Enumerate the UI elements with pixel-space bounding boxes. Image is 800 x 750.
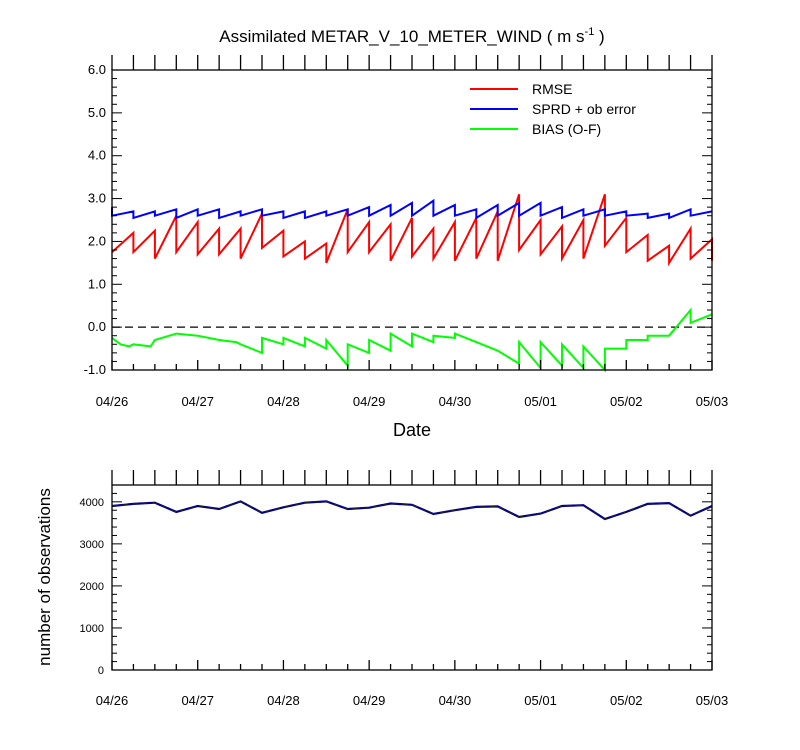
chart-title: Assimilated METAR_V_10_METER_WIND ( m s-…: [219, 26, 604, 46]
top-y-tick-labels: 6.0 5.0 4.0 3.0 2.0 1.0 0.0 -1.0: [84, 62, 106, 377]
top-plot-lines: [111, 193, 713, 373]
top-panel: 6.05.04.03.02.01.00.0-1.0 04/26 04/27 04/2…: [84, 55, 729, 440]
series-line-rmse: [111, 193, 713, 267]
y-tick-label: 6.0: [88, 62, 106, 77]
top-x-tick-labels: 04/26 04/27 04/28 04/29 04/30 05/01 05/02 05/03: [96, 394, 729, 409]
y-tick-label: 0.0: [88, 319, 106, 334]
chart-title-main: Assimilated METAR_V_10_METER_WIND ( m s: [219, 27, 584, 46]
chart-title-superscript: -1: [585, 26, 595, 38]
x-tick-label: 04/28: [267, 693, 300, 708]
x-tick-label: 05/02: [610, 693, 643, 708]
bottom-ticks: [111, 470, 713, 671]
x-tick-label: 04/29: [353, 693, 386, 708]
series-line-bias-o-f: [111, 307, 713, 373]
y-tick-label: 0: [98, 665, 104, 677]
bottom-x-tick-labels: 04/26 04/27 04/28 04/29 04/30 05/01 05/02 05/03: [96, 693, 729, 708]
x-tick-label: 05/03: [696, 693, 729, 708]
y-tick-label: 3.0: [88, 191, 106, 206]
y-tick-label: 1.0: [88, 276, 106, 291]
x-tick-label: 04/26: [96, 693, 129, 708]
x-tick-label: 05/01: [524, 693, 557, 708]
y-tick-label: 5.0: [88, 105, 106, 120]
observations-line: [111, 500, 713, 521]
x-tick-label: 04/27: [181, 693, 214, 708]
y-tick-label: 2.0: [88, 233, 106, 248]
bottom-y-tick-labels: 4000 3000 2000 1000 0: [80, 497, 104, 677]
legend-label: BIAS (O-F): [532, 121, 601, 137]
x-tick-label: 04/28: [267, 394, 300, 409]
y-tick-label: 2000: [80, 581, 104, 593]
bottom-plot-lines: [111, 500, 713, 521]
y-tick-label: -1.0: [84, 362, 106, 377]
series-line-sprd-ob-error: [111, 198, 713, 220]
x-tick-label: 04/30: [439, 693, 472, 708]
top-x-axis-label: Date: [393, 420, 431, 440]
top-ticks: [111, 55, 713, 371]
x-tick-label: 04/27: [181, 394, 214, 409]
legend-label: SPRD + ob error: [532, 101, 636, 117]
x-tick-label: 05/01: [524, 394, 557, 409]
x-tick-label: 04/26: [96, 394, 129, 409]
bottom-y-axis-label: number of observations: [35, 488, 54, 666]
y-tick-label: 4.0: [88, 148, 106, 163]
y-tick-label: 4000: [80, 497, 104, 509]
y-tick-label: 3000: [80, 539, 104, 551]
observations-line-overlay: [111, 500, 713, 520]
legend-label: RMSE: [532, 81, 572, 97]
y-tick-label: 1000: [80, 623, 104, 635]
x-tick-label: 04/30: [439, 394, 472, 409]
x-tick-label: 04/29: [353, 394, 386, 409]
x-tick-label: 05/02: [610, 394, 643, 409]
legend: RMSE SPRD + ob error BIAS (O-F): [470, 81, 636, 137]
chart-title-suffix: ): [594, 27, 604, 46]
x-tick-label: 05/03: [696, 394, 729, 409]
